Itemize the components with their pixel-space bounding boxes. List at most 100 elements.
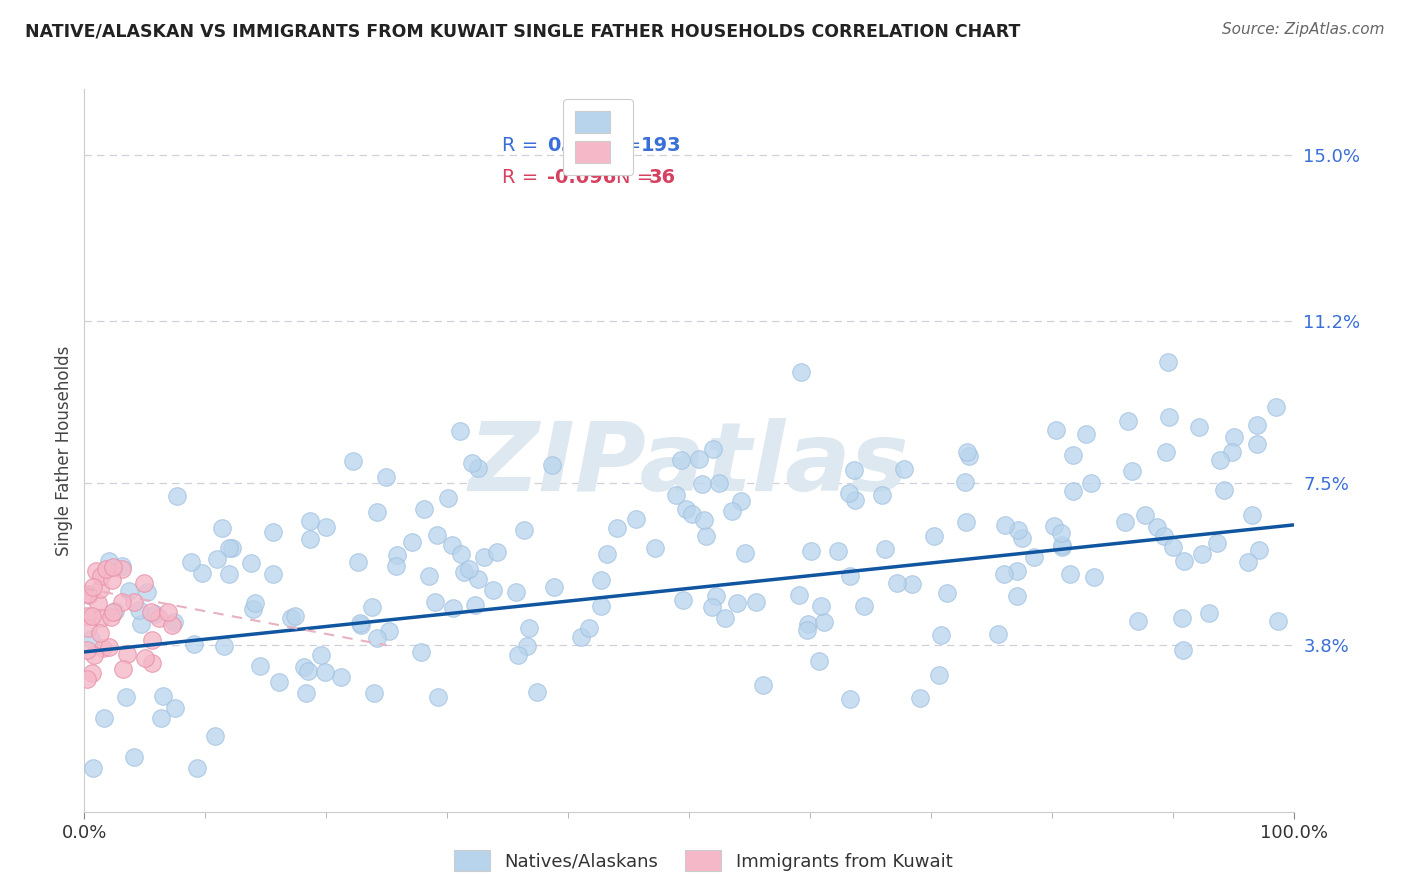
Point	[725, 596, 748, 610]
Point	[1050, 540, 1073, 554]
Point	[449, 424, 471, 438]
Point	[1220, 444, 1243, 458]
Point	[450, 547, 472, 561]
Point	[366, 505, 388, 519]
Point	[543, 580, 565, 594]
Point	[80, 665, 103, 680]
Point	[1246, 417, 1268, 432]
Point	[387, 548, 409, 562]
Point	[82, 580, 104, 594]
Point	[838, 485, 860, 500]
Point	[541, 458, 564, 472]
Point	[269, 675, 291, 690]
Point	[1114, 515, 1136, 529]
Text: R =: R =	[502, 136, 537, 155]
Point	[280, 611, 302, 625]
Point	[82, 761, 104, 775]
Point	[457, 562, 479, 576]
Point	[1171, 643, 1194, 657]
Point	[810, 599, 832, 613]
Point	[453, 565, 475, 579]
Y-axis label: Single Father Households: Single Father Households	[55, 345, 73, 556]
Point	[76, 621, 98, 635]
Point	[606, 521, 628, 535]
Point	[893, 462, 915, 476]
Point	[1126, 614, 1149, 628]
Point	[298, 532, 321, 546]
Point	[441, 601, 464, 615]
Point	[844, 493, 866, 508]
Point	[672, 592, 695, 607]
Point	[624, 512, 647, 526]
Point	[1157, 355, 1180, 369]
Point	[342, 454, 364, 468]
Point	[1159, 409, 1181, 424]
Point	[513, 523, 536, 537]
Point	[1223, 429, 1246, 443]
Point	[517, 621, 540, 635]
Point	[423, 595, 446, 609]
Point	[180, 555, 202, 569]
Point	[100, 573, 122, 587]
Point	[363, 686, 385, 700]
Point	[77, 588, 100, 602]
Point	[411, 645, 433, 659]
Point	[1080, 476, 1102, 491]
Point	[474, 550, 496, 565]
Point	[90, 611, 112, 625]
Point	[93, 711, 115, 725]
Point	[506, 648, 529, 663]
Point	[1062, 483, 1084, 498]
Point	[166, 489, 188, 503]
Point	[314, 665, 336, 680]
Point	[117, 647, 139, 661]
Point	[98, 640, 121, 654]
Point	[853, 599, 876, 614]
Point	[924, 529, 946, 543]
Point	[752, 678, 775, 692]
Point	[875, 541, 897, 556]
Point	[111, 562, 134, 576]
Point	[221, 541, 243, 556]
Point	[374, 470, 396, 484]
Point	[186, 761, 208, 775]
Point	[292, 660, 315, 674]
Point	[311, 648, 333, 662]
Point	[360, 599, 382, 614]
Point	[76, 587, 98, 601]
Point	[143, 607, 166, 621]
Point	[157, 605, 180, 619]
Point	[148, 610, 170, 624]
Point	[1161, 541, 1184, 555]
Point	[578, 622, 600, 636]
Point	[262, 567, 284, 582]
Point	[953, 475, 976, 489]
Point	[955, 444, 977, 458]
Point	[243, 596, 266, 610]
Point	[152, 689, 174, 703]
Text: 0.480: 0.480	[547, 136, 609, 155]
Point	[665, 488, 688, 502]
Point	[744, 595, 766, 609]
Point	[1043, 519, 1066, 533]
Point	[111, 559, 134, 574]
Point	[464, 598, 486, 612]
Legend: Natives/Alaskans, Immigrants from Kuwait: Natives/Alaskans, Immigrants from Kuwait	[446, 843, 960, 879]
Point	[90, 569, 112, 583]
Point	[1116, 414, 1139, 428]
Point	[1240, 508, 1263, 523]
Point	[872, 487, 894, 501]
Point	[675, 502, 697, 516]
Point	[1237, 555, 1260, 569]
Point	[262, 525, 284, 540]
Legend: , : ,	[564, 99, 633, 175]
Point	[83, 648, 105, 662]
Point	[1135, 508, 1157, 522]
Text: ZIPatlas: ZIPatlas	[468, 418, 910, 511]
Point	[315, 520, 337, 534]
Point	[122, 595, 145, 609]
Text: 193: 193	[641, 136, 681, 155]
Point	[76, 642, 98, 657]
Text: Source: ZipAtlas.com: Source: ZipAtlas.com	[1222, 22, 1385, 37]
Point	[702, 442, 724, 457]
